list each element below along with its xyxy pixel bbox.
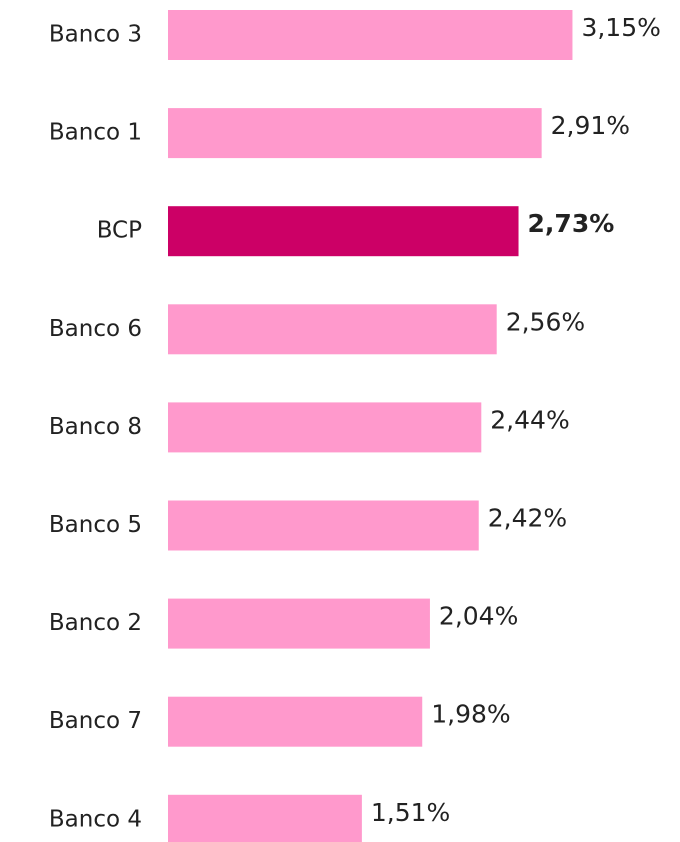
category-label: Banco 3 bbox=[49, 22, 142, 48]
category-label: Banco 7 bbox=[49, 708, 142, 734]
value-label: 2,04% bbox=[439, 602, 518, 631]
value-label: 2,56% bbox=[506, 307, 585, 336]
category-label: Banco 8 bbox=[49, 414, 142, 440]
bar bbox=[168, 10, 573, 60]
value-label: 2,42% bbox=[488, 504, 567, 533]
bar bbox=[168, 500, 479, 551]
value-label: 1,51% bbox=[371, 798, 450, 827]
value-label: 2,91% bbox=[551, 111, 630, 140]
bar bbox=[168, 794, 362, 842]
category-label: Banco 1 bbox=[49, 120, 142, 146]
bar bbox=[168, 206, 519, 257]
value-label: 1,98% bbox=[431, 700, 510, 729]
bar bbox=[168, 598, 430, 649]
category-label: Banco 2 bbox=[49, 610, 142, 636]
bar bbox=[168, 304, 497, 355]
bar bbox=[168, 108, 542, 159]
category-label: Banco 4 bbox=[49, 806, 142, 832]
value-label: 3,15% bbox=[581, 13, 660, 42]
category-label: Banco 6 bbox=[49, 316, 142, 342]
value-label: 2,44% bbox=[490, 405, 569, 434]
bar bbox=[168, 696, 423, 747]
category-label: Banco 5 bbox=[49, 512, 142, 538]
bar bbox=[168, 402, 482, 453]
category-label: BCP bbox=[97, 218, 142, 244]
value-label: 2,73% bbox=[528, 209, 615, 238]
